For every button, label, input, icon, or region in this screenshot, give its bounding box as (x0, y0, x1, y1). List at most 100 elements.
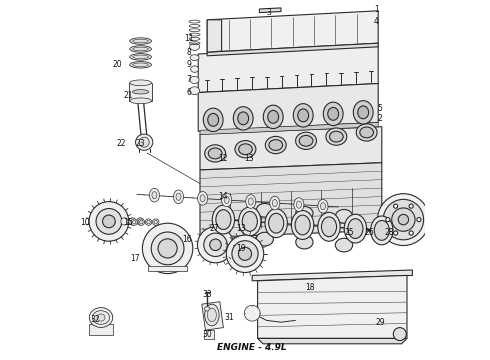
Ellipse shape (97, 314, 105, 321)
Circle shape (392, 208, 415, 231)
Ellipse shape (130, 46, 151, 52)
Circle shape (226, 235, 264, 273)
Circle shape (147, 220, 150, 224)
Ellipse shape (216, 210, 231, 230)
Text: 18: 18 (305, 284, 315, 292)
Polygon shape (198, 45, 378, 93)
Text: 14: 14 (219, 192, 228, 201)
Ellipse shape (318, 199, 328, 213)
Polygon shape (258, 338, 407, 344)
Circle shape (210, 239, 221, 251)
Circle shape (197, 227, 233, 263)
Text: 17: 17 (130, 254, 140, 263)
Text: 7: 7 (187, 75, 192, 84)
Ellipse shape (89, 307, 113, 328)
Text: 28: 28 (384, 228, 394, 237)
Ellipse shape (256, 232, 273, 246)
Text: 9: 9 (187, 60, 192, 69)
Text: 16: 16 (183, 235, 192, 244)
Polygon shape (207, 43, 378, 56)
Ellipse shape (292, 211, 314, 239)
Ellipse shape (269, 213, 284, 233)
Ellipse shape (207, 308, 217, 322)
Text: 22: 22 (116, 139, 125, 148)
Circle shape (377, 194, 429, 246)
Ellipse shape (374, 220, 390, 240)
Ellipse shape (370, 216, 393, 245)
Ellipse shape (256, 203, 273, 217)
Text: 23: 23 (136, 139, 146, 148)
Ellipse shape (173, 190, 184, 204)
Circle shape (145, 219, 152, 225)
Circle shape (151, 232, 184, 265)
Ellipse shape (296, 201, 301, 208)
Text: 30: 30 (202, 330, 212, 338)
Ellipse shape (176, 193, 181, 201)
Circle shape (398, 215, 409, 225)
Ellipse shape (190, 76, 199, 84)
Ellipse shape (190, 87, 199, 95)
Text: 8: 8 (187, 48, 192, 57)
Bar (204, 330, 215, 339)
Circle shape (417, 217, 421, 222)
Circle shape (132, 220, 136, 224)
Circle shape (140, 220, 143, 224)
Polygon shape (202, 302, 223, 330)
Ellipse shape (272, 199, 277, 207)
Ellipse shape (133, 39, 148, 43)
Ellipse shape (203, 108, 223, 131)
Polygon shape (200, 163, 382, 238)
Ellipse shape (298, 109, 309, 122)
Ellipse shape (321, 217, 337, 237)
Polygon shape (90, 324, 113, 335)
Ellipse shape (348, 219, 363, 238)
Ellipse shape (139, 137, 149, 147)
Ellipse shape (356, 124, 377, 141)
Ellipse shape (205, 304, 219, 326)
Bar (129, 83, 152, 101)
Text: 6: 6 (187, 88, 192, 97)
Ellipse shape (245, 195, 256, 208)
Circle shape (154, 220, 157, 224)
Ellipse shape (344, 214, 367, 243)
Polygon shape (198, 84, 378, 131)
Ellipse shape (358, 106, 368, 119)
Ellipse shape (233, 107, 253, 130)
Text: 27: 27 (210, 224, 219, 233)
Circle shape (383, 199, 424, 240)
Ellipse shape (295, 132, 317, 149)
Polygon shape (200, 122, 378, 135)
Ellipse shape (295, 215, 310, 235)
Ellipse shape (208, 113, 219, 126)
Ellipse shape (130, 80, 151, 86)
Text: 29: 29 (375, 318, 385, 327)
Polygon shape (200, 127, 382, 170)
Ellipse shape (212, 205, 235, 234)
Text: 2: 2 (378, 113, 382, 122)
Ellipse shape (239, 207, 261, 236)
Text: 32: 32 (91, 315, 100, 324)
Ellipse shape (133, 47, 148, 51)
Text: 26: 26 (365, 228, 374, 237)
Ellipse shape (190, 43, 199, 50)
Circle shape (239, 247, 251, 260)
Ellipse shape (130, 54, 151, 60)
Ellipse shape (205, 145, 225, 162)
Circle shape (158, 239, 177, 258)
Polygon shape (259, 8, 281, 13)
Text: 25: 25 (344, 228, 354, 237)
Circle shape (102, 215, 115, 228)
Ellipse shape (149, 188, 159, 202)
Ellipse shape (92, 311, 110, 324)
Circle shape (386, 217, 390, 222)
Ellipse shape (353, 101, 373, 124)
Ellipse shape (200, 195, 205, 202)
Ellipse shape (263, 105, 283, 129)
Ellipse shape (238, 112, 248, 125)
Ellipse shape (326, 128, 347, 145)
Text: 11: 11 (184, 34, 194, 43)
Ellipse shape (323, 102, 343, 126)
Ellipse shape (294, 104, 313, 127)
Ellipse shape (132, 90, 148, 94)
Circle shape (152, 219, 159, 225)
